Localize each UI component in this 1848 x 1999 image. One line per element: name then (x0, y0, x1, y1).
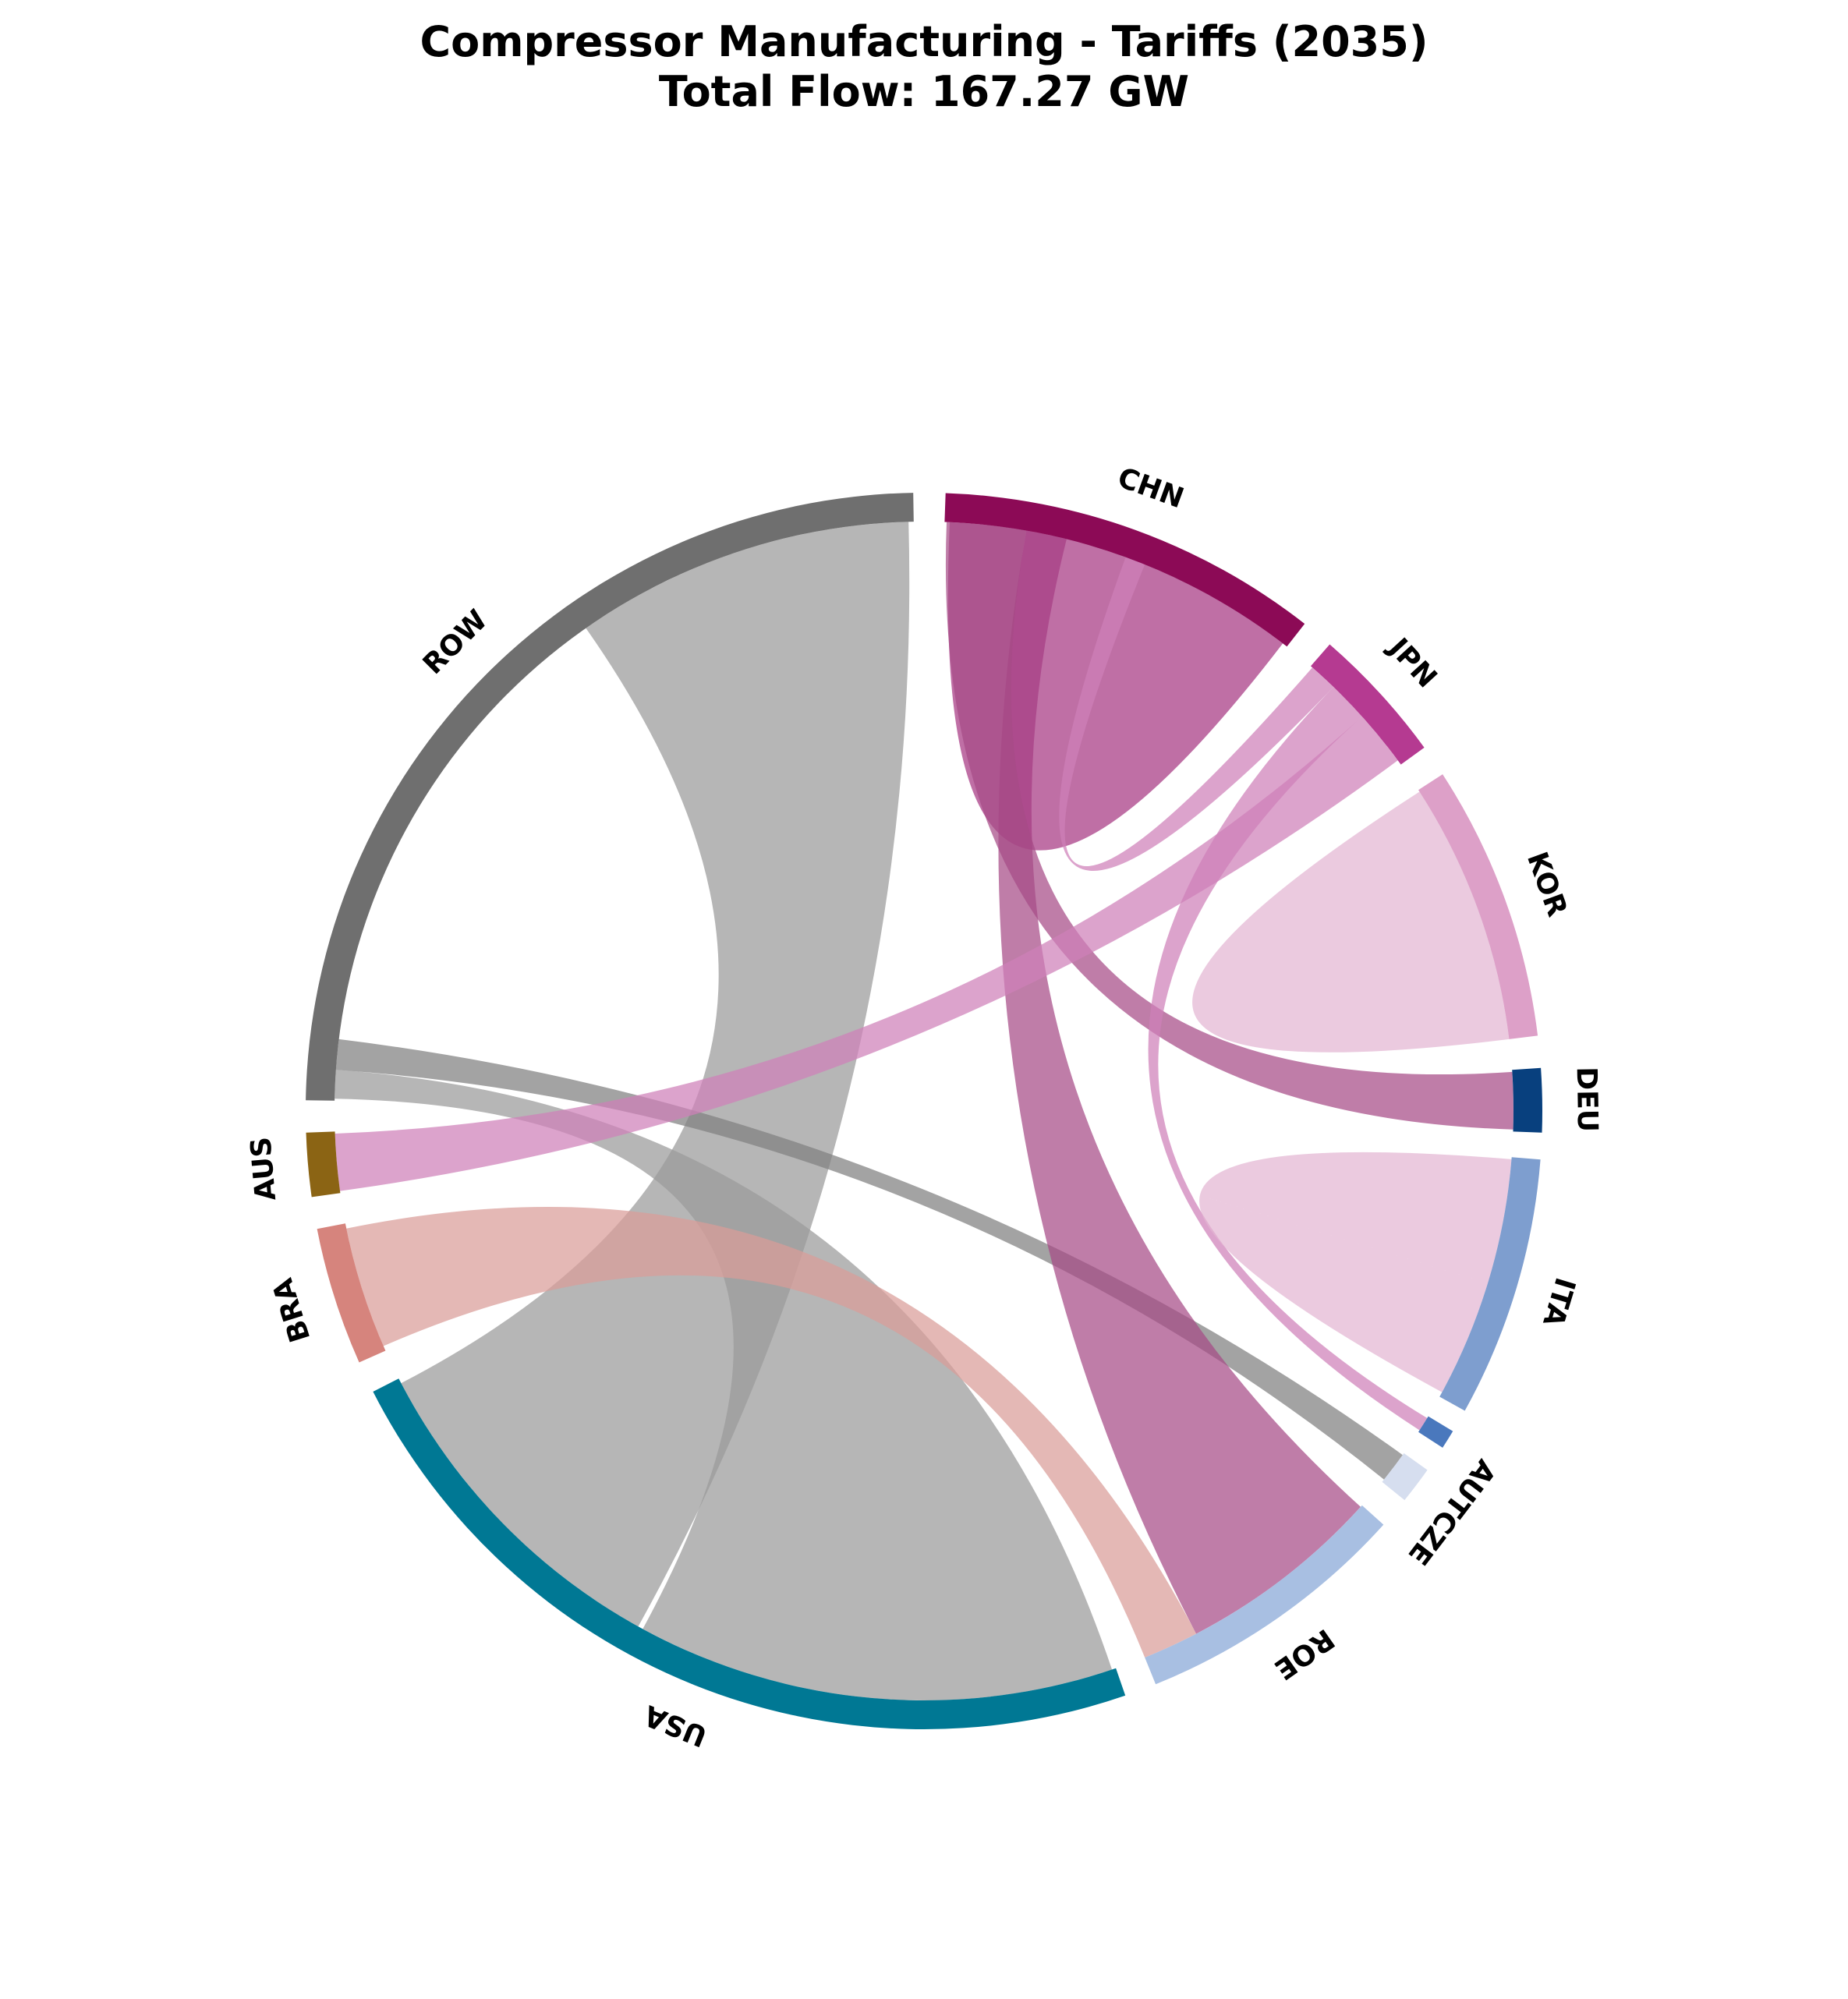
node-arc-aus (306, 1131, 341, 1198)
node-arc-roe (1145, 1505, 1384, 1685)
node-arc-deu (1512, 1067, 1542, 1133)
node-arc-ita2 (1418, 1416, 1453, 1448)
ribbon-jpn-ita2-8 (1148, 687, 1428, 1431)
node-arc-kor (1418, 774, 1538, 1039)
ribbon-chn-roe-4 (998, 530, 1361, 1634)
ribbon-kor-kor-10 (1192, 791, 1510, 1053)
node-label-kor: KOR (1521, 848, 1573, 922)
node-arc-usa (373, 1378, 1126, 1730)
chord-ribbons (335, 522, 1513, 1700)
chart-title-block: Compressor Manufacturing - Tariffs (2035… (0, 17, 1848, 117)
node-label-roe: ROE (1269, 1622, 1340, 1686)
node-label-aus: AUS (245, 1136, 282, 1202)
node-label-ita: ITA (1536, 1274, 1581, 1330)
node-arcs (306, 493, 1542, 1730)
chart-title: Compressor Manufacturing - Tariffs (2035… (420, 17, 1428, 66)
node-label-row: ROW (417, 604, 494, 681)
ribbon-row-usa-0 (401, 522, 910, 1627)
node-label-jpn: JPN (1381, 631, 1443, 694)
node-arc-autcze (1382, 1453, 1428, 1501)
ribbon-row-usa-1 (335, 1070, 1113, 1700)
node-arc-ita (1439, 1157, 1541, 1411)
ribbon-chn-chn-5 (947, 522, 1283, 851)
node-label-bra: BRA (267, 1275, 317, 1346)
ribbon-bra-roe-3 (346, 1207, 1197, 1658)
node-label-chn: CHN (1113, 462, 1188, 515)
ribbon-ita-ita-11 (1199, 1152, 1512, 1392)
ribbon-jpn-chn-9 (1059, 557, 1334, 871)
node-arc-jpn (1311, 644, 1425, 765)
ribbon-jpn-aus-7 (335, 716, 1398, 1191)
node-arc-chn (944, 493, 1305, 647)
node-label-usa: USA (639, 1698, 711, 1752)
node-arc-bra (317, 1223, 386, 1363)
chart-subtitle: Total Flow: 167.27 GW (658, 67, 1190, 116)
ribbon-chn-deu-6 (945, 522, 1513, 1130)
node-label-deu: DEU (1570, 1067, 1603, 1132)
